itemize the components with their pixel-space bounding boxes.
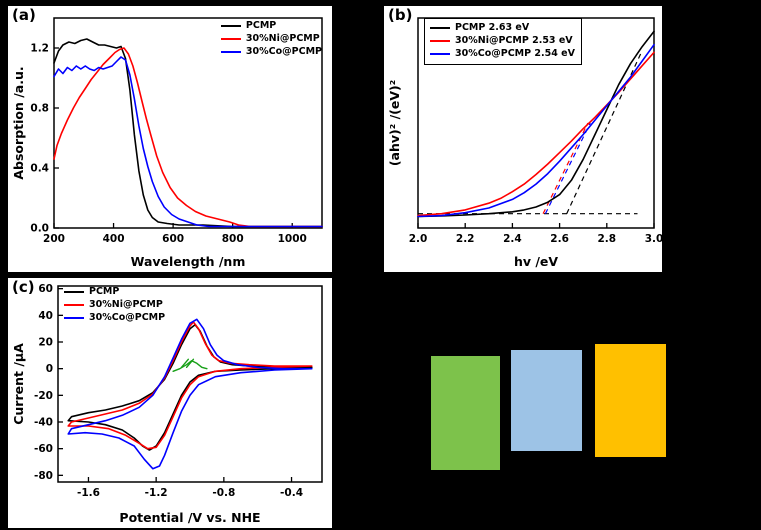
svg-text:-20: -20 [34,390,53,402]
svg-text:Potential /V vs. NHE: Potential /V vs. NHE [119,510,260,525]
svg-text:0.0: 0.0 [30,223,49,235]
legend-item: PCMP 2.63 eV [430,22,575,34]
svg-text:2.0: 2.0 [409,233,428,245]
svg-text:800: 800 [222,233,244,245]
panel-a: (a) 200 400 600 800 1000 0.0 0.4 0.8 1.2 Waveleng… [8,6,332,272]
panel-b: (b) 2.0 2.2 2.4 2.6 2.8 3.0 hv /eV (ahv)² /(eV)… [384,6,662,272]
panel-a-label: (a) [12,6,36,24]
svg-text:Current /µA: Current /µA [11,343,26,425]
energy-level-bar-1 [431,356,500,470]
legend-item: 30%Ni@PCMP [220,33,322,45]
energy-level-bar-2 [511,350,582,451]
svg-text:3.0: 3.0 [645,233,662,245]
svg-text:2.6: 2.6 [550,233,569,245]
svg-text:2.4: 2.4 [503,233,522,245]
legend-label: PCMP [89,286,120,297]
legend-item: 30%Ni@PCMP [64,299,165,311]
legend-label: 30%Co@PCMP [89,312,166,323]
legend-line-swatch [220,51,241,53]
svg-text:2.8: 2.8 [597,233,616,245]
svg-text:-80: -80 [34,470,53,482]
legend-line-swatch [220,38,241,40]
svg-text:1000: 1000 [278,233,307,245]
legend-item: 30%Co@PCMP [64,312,165,324]
svg-text:0.4: 0.4 [30,163,49,175]
svg-text:-0.4: -0.4 [280,487,303,499]
svg-text:hv /eV: hv /eV [514,254,558,269]
svg-text:600: 600 [162,233,184,245]
legend-label: 30%Ni@PCMP 2.53 eV [455,35,573,46]
legend-label: 30%Ni@PCMP [245,33,320,44]
panel-c-label: (c) [12,278,35,296]
svg-text:2.2: 2.2 [456,233,475,245]
panel-b-label: (b) [388,6,413,24]
svg-text:200: 200 [43,233,65,245]
legend-item: 30%Ni@PCMP 2.53 eV [430,35,575,47]
svg-text:20: 20 [38,337,53,349]
svg-text:-60: -60 [34,443,53,455]
legend-item: PCMP [220,20,322,32]
legend-line-swatch [64,291,84,293]
cyclic-voltammetry-chart: -1.6 -1.2 -0.8 -0.4 60 40 20 0 -20 -40 -60 -80 Poten… [11,283,323,525]
panel-c-legend: PCMP 30%Ni@PCMP 30%Co@PCMP [64,286,165,324]
svg-text:0.8: 0.8 [30,103,49,115]
legend-label: PCMP 2.63 eV [455,22,530,33]
svg-text:(ahv)² /(eV)²: (ahv)² /(eV)² [387,80,402,166]
svg-text:-40: -40 [34,417,53,429]
panel-a-legend: PCMP 30%Ni@PCMP 30%Co@PCMP [220,20,322,58]
panel-d-energy-diagram [340,278,761,530]
legend-label: PCMP [245,20,277,31]
energy-level-bar-3 [595,344,666,457]
svg-text:-1.6: -1.6 [77,487,100,499]
legend-line-swatch [64,317,84,319]
legend-line-swatch [64,304,84,306]
legend-item: 30%Co@PCMP 2.54 eV [430,48,575,60]
legend-line-swatch [430,53,450,55]
svg-text:400: 400 [103,233,125,245]
absorption-spectra-chart: 200 400 600 800 1000 0.0 0.4 0.8 1.2 Wavelength /… [11,17,323,269]
legend-label: 30%Co@PCMP 2.54 eV [455,48,575,59]
legend-item: PCMP [64,286,165,298]
svg-text:40: 40 [38,310,53,322]
svg-text:-0.8: -0.8 [212,487,235,499]
legend-line-swatch [430,40,450,42]
legend-line-swatch [430,27,450,29]
legend-label: 30%Ni@PCMP [89,299,163,310]
svg-text:0: 0 [46,363,53,375]
svg-text:Absorption /a.u.: Absorption /a.u. [11,66,26,179]
svg-text:1.2: 1.2 [30,43,49,55]
legend-line-swatch [220,25,241,27]
panel-b-legend: PCMP 2.63 eV 30%Ni@PCMP 2.53 eV 30%Co@PCMP… [424,18,582,65]
svg-text:60: 60 [38,283,53,295]
svg-text:-1.2: -1.2 [145,487,168,499]
legend-label: 30%Co@PCMP [245,46,322,57]
panel-c: (c) -1.6 -1.2 -0.8 -0.4 60 40 20 0 -20 -40 -60 -80 P… [8,278,332,528]
legend-item: 30%Co@PCMP [220,46,322,58]
tauc-plot-chart: 2.0 2.2 2.4 2.6 2.8 3.0 hv /eV (ahv)² /(eV)² [387,17,662,269]
svg-text:Wavelength /nm: Wavelength /nm [131,254,246,269]
